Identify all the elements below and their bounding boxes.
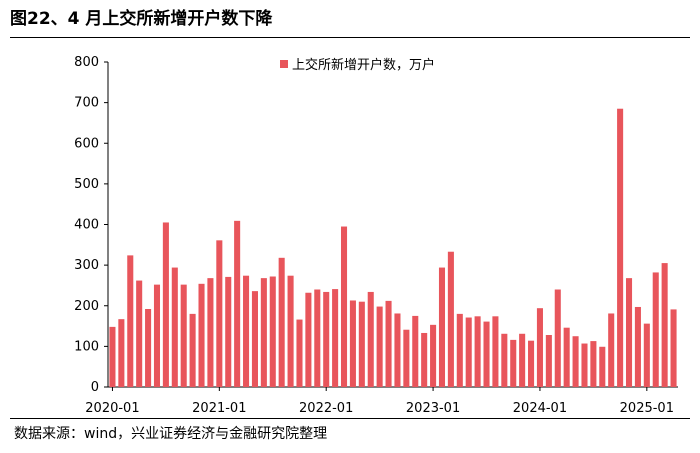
x-tick-label: 2021-01: [192, 401, 246, 416]
bar: [456, 313, 463, 388]
y-tick-label: 100: [74, 339, 99, 354]
y-tick-label: 500: [74, 177, 99, 192]
bar: [118, 319, 125, 387]
legend-swatch: [280, 60, 288, 68]
bar: [483, 321, 490, 387]
bar: [332, 289, 339, 387]
bar: [287, 275, 294, 387]
x-tick-label: 2023-01: [406, 401, 460, 416]
bar: [438, 267, 446, 387]
figure-title: 图22、4 月上交所新增开户数下降: [10, 9, 273, 29]
bar: [394, 313, 401, 387]
y-tick-label: 400: [74, 218, 99, 233]
bar: [171, 267, 178, 387]
bar: [323, 291, 330, 387]
bar: [599, 346, 606, 387]
bar: [153, 284, 161, 388]
bar: [421, 332, 428, 387]
bar: [563, 327, 570, 387]
bar: [617, 108, 624, 387]
bar: [234, 220, 241, 387]
bar: [145, 309, 152, 387]
bar: [216, 240, 223, 387]
bar: [376, 306, 383, 387]
bar: [430, 324, 437, 387]
bar: [412, 315, 419, 387]
bar: [554, 289, 561, 387]
bar: [510, 339, 517, 388]
bar: [590, 341, 597, 387]
bar: [198, 283, 205, 387]
bar: [474, 316, 481, 387]
chart-legend: 上交所新增开户数，万户: [280, 57, 435, 73]
bar: [296, 319, 303, 387]
bar: [225, 276, 232, 387]
bar: [109, 326, 116, 388]
bar: [349, 300, 356, 387]
bar: [625, 278, 633, 388]
x-tick-label: 2022-01: [299, 401, 353, 416]
title-divider: [10, 37, 690, 38]
bar: [492, 316, 499, 387]
bar: [269, 276, 276, 387]
x-tick-label: 2020-01: [85, 401, 139, 416]
bar-series: [109, 108, 677, 388]
bar: [340, 226, 348, 387]
bar: [661, 263, 668, 387]
bar: [608, 313, 615, 387]
bar: [358, 301, 365, 387]
bar: [278, 257, 285, 387]
y-tick-label: 700: [74, 96, 99, 111]
legend-label: 上交所新增开户数，万户: [292, 57, 435, 73]
y-tick-label: 600: [74, 136, 99, 151]
bar: [519, 333, 526, 387]
footer-divider: [10, 418, 690, 419]
x-tick-label: 2024-01: [513, 401, 567, 416]
bar: [501, 333, 508, 387]
bar: [367, 291, 374, 387]
bar: [465, 317, 472, 387]
bar: [385, 300, 392, 388]
bar: [243, 275, 250, 387]
y-tick-label: 200: [74, 299, 99, 314]
y-tick-label: 300: [74, 258, 99, 273]
bar: [314, 289, 321, 387]
bar: [670, 309, 677, 387]
bar: [127, 255, 134, 388]
bar: [536, 308, 543, 387]
bar: [162, 222, 169, 387]
bar: [180, 284, 187, 388]
y-tick-label: 800: [74, 55, 99, 70]
source-note: 数据来源：wind，兴业证券经济与金融研究院整理: [14, 426, 328, 442]
bar: [251, 291, 258, 388]
bar: [403, 329, 410, 387]
bar: [652, 272, 659, 387]
bar: [447, 251, 454, 387]
y-axis: 0 100 200 300 400 500 600 700 800: [74, 55, 109, 395]
bar: [643, 323, 650, 388]
x-tick-label: 2025-01: [620, 401, 674, 416]
bar: [528, 340, 535, 387]
bar: [305, 292, 312, 387]
bar: [189, 313, 196, 388]
bar: [545, 335, 552, 387]
bar: [581, 343, 588, 387]
bar-chart: 0 100 200 300 400 500 600 700 800 2020-01 2021-01…: [74, 55, 678, 416]
bar: [136, 280, 143, 387]
x-axis: 2020-01 2021-01 2022-01 2023-01 2024-01 2025-…: [85, 386, 678, 416]
bar: [207, 278, 214, 388]
bar: [572, 336, 579, 387]
bar: [260, 278, 267, 388]
bar: [634, 306, 641, 387]
y-tick-label: 0: [91, 380, 99, 395]
